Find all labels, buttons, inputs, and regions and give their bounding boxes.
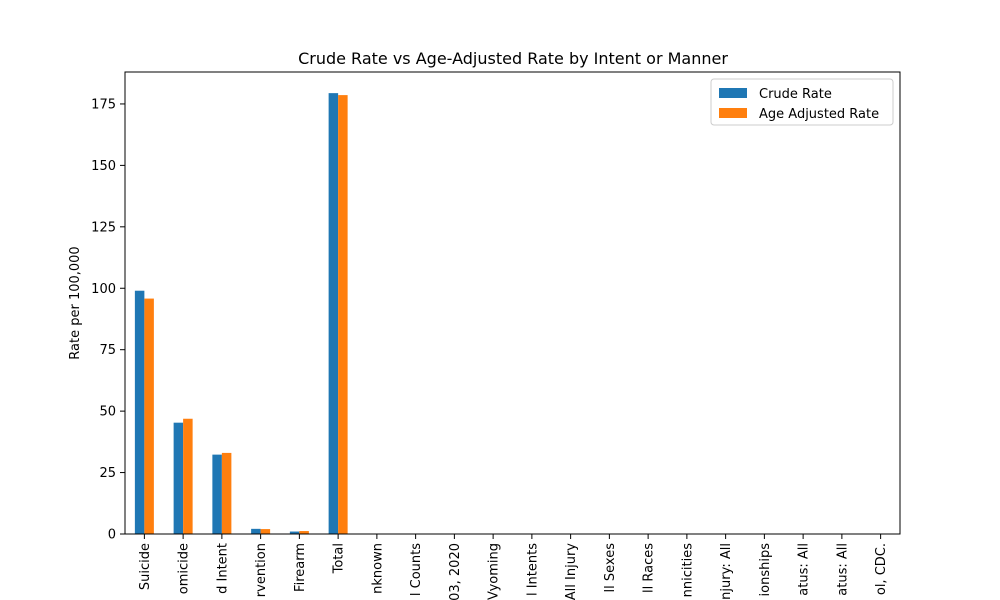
y-tick-label: 0 <box>108 528 116 543</box>
x-tick-label: l Intents <box>525 543 540 596</box>
x-tick-label: l Counts <box>409 543 424 596</box>
bar-age-adjusted-rate <box>299 531 309 534</box>
x-tick-label: ionships <box>758 543 773 597</box>
y-tick-label: 25 <box>99 466 116 481</box>
bar-crude-rate <box>328 93 339 535</box>
bar-crude-rate <box>289 531 300 534</box>
legend: Crude Rate Age Adjusted Rate <box>710 78 894 126</box>
x-tick-label: nnicities <box>680 543 695 598</box>
bar-crude-rate <box>173 422 184 534</box>
legend-swatch <box>719 88 747 98</box>
x-tick-label: Vyoming <box>487 543 502 600</box>
y-tick-label: 75 <box>99 343 116 358</box>
bar-age-adjusted-rate <box>260 529 271 534</box>
x-tick-label: njury: All <box>719 543 734 600</box>
x-tick-label: atus: All <box>835 543 850 596</box>
y-tick-label: 125 <box>91 220 116 235</box>
x-tick-label: d Intent <box>215 543 230 594</box>
bar-crude-rate <box>134 290 145 534</box>
x-tick-label: All Injury <box>564 543 579 600</box>
x-tick-label: Suicide <box>138 543 153 590</box>
plot-frame <box>124 71 901 535</box>
bar-crude-rate <box>212 454 222 534</box>
y-tick-label: 50 <box>99 405 116 420</box>
legend-box <box>710 78 894 126</box>
plot-area: 0 25 50 75 100 125 150 175 Suicide omicide d Inten… <box>91 93 889 600</box>
bar-age-adjusted-rate <box>221 452 232 534</box>
x-tick-label: Total <box>332 543 347 574</box>
x-tick-label: atus: All <box>797 543 812 596</box>
y-tick-label: 175 <box>91 97 116 112</box>
bar-age-adjusted-rate <box>144 298 154 534</box>
y-tick-label: 100 <box>91 282 116 297</box>
x-tick-label: 03, 2020 <box>448 543 463 600</box>
bar-crude-rate <box>251 528 261 534</box>
bar-age-adjusted-rate <box>183 418 193 534</box>
legend-label: Age Adjusted Rate <box>759 107 879 122</box>
chart-title: Crude Rate vs Age-Adjusted Rate by Inten… <box>298 49 728 68</box>
x-tick-label: ol, CDC. <box>874 543 889 595</box>
x-tick-label: ll Sexes <box>603 543 618 593</box>
x-tick-label: ll Races <box>642 543 657 593</box>
y-axis-label: Rate per 100,000 <box>68 246 83 359</box>
x-tick-label: Firearm <box>293 543 308 592</box>
y-tick-label: 150 <box>91 159 116 174</box>
x-tick-label: rvention <box>254 543 269 597</box>
x-tick-label: nknown <box>370 543 385 594</box>
bar-age-adjusted-rate <box>338 95 348 534</box>
x-tick-label: omicide <box>177 543 192 594</box>
legend-label: Crude Rate <box>759 87 832 102</box>
legend-swatch <box>719 108 747 118</box>
